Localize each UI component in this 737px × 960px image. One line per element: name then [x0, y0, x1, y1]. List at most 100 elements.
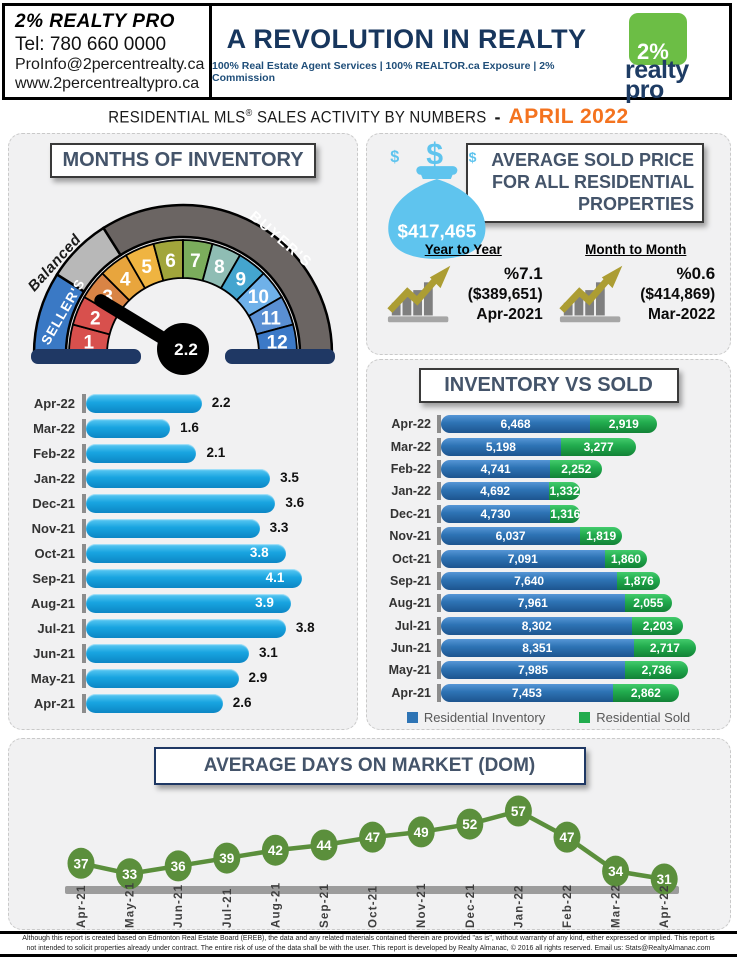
- dom-month-label: Jan-22: [513, 884, 525, 928]
- inventory-segment: 5,198: [441, 437, 561, 456]
- bar-track: 2.6: [82, 694, 349, 713]
- bar-category-label: Oct-21: [392, 551, 431, 566]
- legend-label-sold: Residential Sold: [596, 710, 691, 726]
- dom-value: 34: [608, 864, 624, 879]
- website-url: www.2percentrealtypro.ca: [15, 74, 200, 92]
- bar: [86, 444, 197, 463]
- inventory-segment: 7,985: [441, 661, 626, 680]
- stacked-bar-row: Aug-21 7,961 2,055: [377, 592, 720, 614]
- dom-value: 44: [316, 838, 332, 853]
- months-of-inventory-title: MONTHS OF INVENTORY: [50, 143, 316, 178]
- dom-value: 47: [559, 830, 574, 845]
- gauge-base-right: [225, 349, 335, 364]
- bar-row: Dec-21 3.6: [23, 491, 349, 516]
- bar-category-label: Aug-21: [30, 596, 75, 611]
- dom-value: 39: [219, 851, 234, 866]
- dom-marker: [261, 834, 289, 866]
- sold-segment: 1,332: [549, 482, 580, 501]
- bar-category-label: Apr-22: [33, 396, 75, 411]
- disclaimer-line-2: not intended to solicit properties alrea…: [26, 945, 711, 952]
- bar-track: 6,037 1,819: [437, 527, 720, 546]
- stacked-bar-row: Apr-21 7,453 2,862: [377, 682, 720, 704]
- legend-item-sold: Residential Sold: [579, 710, 690, 725]
- bar-category-label: Nov-21: [389, 529, 431, 544]
- bar-track: 4,692 1,332: [437, 482, 720, 501]
- mom-period: Mar-2022: [648, 306, 716, 324]
- bar-category-label: Sep-21: [390, 573, 431, 588]
- dom-month-label: Dec-21: [465, 883, 477, 928]
- inventory-segment: 4,730: [441, 504, 551, 523]
- sold-segment: 3,277: [560, 437, 637, 456]
- dom-marker: [650, 863, 678, 895]
- logo-word-pro: pro: [625, 76, 664, 104]
- sold-segment: 2,252: [550, 459, 603, 478]
- logo-word-realty: realty: [625, 56, 689, 84]
- year-to-year-values: %7.1 ($389,651) Apr-2021: [468, 263, 543, 325]
- bar: [86, 394, 202, 413]
- tagline: 100% Real Estate Agent Services | 100% R…: [212, 59, 555, 84]
- bar-category-label: Feb-22: [390, 461, 431, 476]
- sold-segment: 2,736: [625, 661, 689, 680]
- bar-row: Feb-22 2.1: [23, 441, 349, 466]
- dom-month-label: Mar-22: [611, 884, 623, 928]
- bar-track: 1.6: [82, 419, 349, 438]
- bar-row: May-21 2.9: [23, 666, 349, 691]
- legend-swatch: [579, 712, 591, 724]
- dom-month-label: Apr-22: [659, 884, 671, 928]
- dom-month-label: Oct-21: [368, 885, 380, 928]
- bar-track: 2.2: [82, 394, 349, 413]
- bar-row: Nov-21 3.3: [23, 516, 349, 541]
- logo-percent-text: 2%: [637, 39, 669, 64]
- bar: [86, 594, 292, 613]
- money-bag-icon: $ $ $ $417,465: [375, 138, 503, 260]
- average-sold-price-title: AVERAGE SOLD PRICE FOR ALL RESIDENTIAL P…: [466, 143, 704, 223]
- dom-axis-bar: [65, 886, 679, 894]
- bar-track: 7,985 2,736: [437, 661, 720, 680]
- bar-value-label: 2.2: [211, 395, 231, 410]
- legend-swatch: [406, 712, 418, 724]
- bar-track: 2.9: [82, 669, 349, 688]
- inventory-gauge: 123456789101112SELLER'SBalancedBUYER'S2.…: [9, 182, 357, 385]
- bar-row: Jun-21 3.1: [23, 641, 349, 666]
- year-to-year-label: Year to Year: [424, 242, 502, 257]
- dom-marker: [359, 821, 387, 853]
- dom-month-label: Jun-21: [173, 884, 185, 928]
- inventory-vs-sold-title: INVENTORY VS SOLD: [418, 368, 679, 403]
- bar-track: 3.8: [82, 619, 349, 638]
- stacked-bar-row: May-21 7,985 2,736: [377, 659, 720, 681]
- yoy-percent: %7.1: [503, 264, 543, 283]
- sold-segment: 1,860: [604, 549, 648, 568]
- bar: [86, 669, 239, 688]
- legend-label-inventory: Residential Inventory: [423, 710, 546, 726]
- bar-category-label: Jun-21: [390, 641, 431, 656]
- bar-track: 7,640 1,876: [437, 571, 720, 590]
- bar-value-label: 2.9: [248, 670, 268, 685]
- bar-category-label: Dec-21: [32, 496, 75, 511]
- gauge-number: 12: [267, 333, 288, 354]
- dom-value: 47: [365, 830, 380, 845]
- bar-value-label: 4.1: [265, 570, 285, 585]
- report-period: APRIL 2022: [508, 105, 629, 128]
- stacked-bar-row: Feb-22 4,741 2,252: [377, 458, 720, 480]
- bar-track: 3.6: [82, 494, 349, 513]
- bar-row: Apr-22 2.2: [23, 391, 349, 416]
- bar-track: 3.9: [82, 594, 349, 613]
- month-to-month-block: Month to Month %0.6 ($414,869) Mar-2022: [550, 242, 723, 325]
- bar-track: 8,351 2,717: [437, 639, 720, 658]
- average-dom-chart: 37 Apr-21 33 May-21 36 Jun-21 39 Jul-21 42 Aug-21…: [9, 787, 730, 934]
- dom-value: 31: [657, 872, 673, 887]
- gauge-svg: 123456789101112SELLER'SBalancedBUYER'S2.…: [25, 203, 335, 375]
- chart-legend: Residential Inventory Residential Sold: [367, 710, 730, 725]
- bar-category-label: May-21: [30, 671, 75, 686]
- gauge-number: 11: [261, 309, 282, 330]
- bar-category-label: Apr-21: [391, 685, 431, 700]
- legend-item-inventory: Residential Inventory: [406, 710, 546, 726]
- month-to-month-label: Month to Month: [585, 242, 687, 257]
- bar-row: Jul-21 3.8: [23, 616, 349, 641]
- bar-value-label: 3.8: [249, 545, 269, 560]
- gauge-number: 2: [90, 309, 101, 330]
- dom-value: 42: [268, 843, 283, 858]
- bar-value-label: 2.6: [232, 695, 252, 710]
- disclaimer-footer: Although this report is created based on…: [0, 931, 737, 957]
- bar-track: 3.8: [82, 544, 349, 563]
